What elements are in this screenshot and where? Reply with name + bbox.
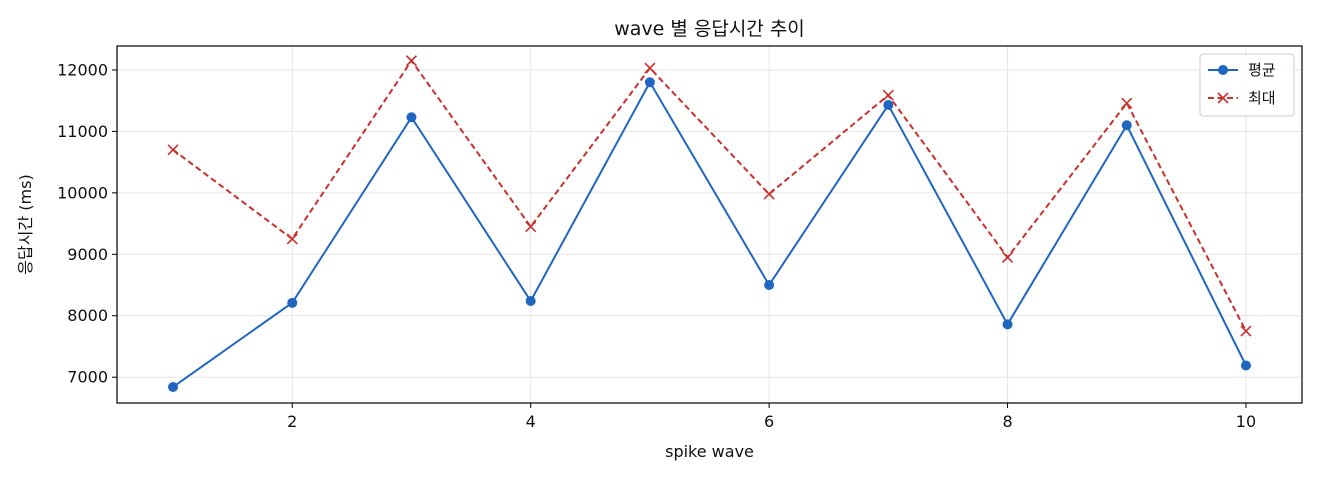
legend-label: 평균 (1248, 61, 1276, 79)
chart-title: wave 별 응답시간 추이 (614, 18, 805, 40)
y-tick-label: 10000 (57, 183, 108, 202)
data-point (1002, 319, 1013, 330)
data-point (644, 77, 655, 88)
data-point (406, 112, 417, 123)
y-tick-label: 11000 (57, 122, 108, 141)
y-tick-label: 12000 (57, 60, 108, 79)
y-tick-label: 7000 (67, 368, 108, 387)
legend-box (1199, 53, 1295, 117)
x-tick-label: 8 (1002, 412, 1012, 431)
data-point (405, 55, 418, 67)
series-2 (167, 55, 1252, 337)
data-point (287, 297, 298, 308)
data-point (525, 221, 537, 233)
axis-ticks: 2 4 6 8 10 7000 8000 9000 10000 11000 12000 (57, 60, 1256, 431)
x-tick-label: 10 (1236, 412, 1256, 431)
data-point (883, 99, 894, 110)
series-1 (168, 77, 1251, 393)
data-point (1001, 251, 1014, 263)
plot-frame (116, 45, 1303, 404)
series-line (172, 80, 1247, 388)
data-point (1240, 325, 1252, 337)
y-tick-label: 9000 (67, 245, 108, 264)
data-point (1121, 97, 1133, 109)
x-tick-label: 4 (526, 412, 536, 431)
x-axis-label: spike wave (665, 442, 754, 461)
data-point (286, 233, 298, 245)
data-point (644, 62, 656, 74)
data-point (167, 144, 179, 156)
legend-label: 최대 (1248, 89, 1276, 107)
data-point (168, 382, 179, 393)
data-point (763, 188, 775, 200)
legend-marker (1217, 92, 1229, 104)
data-point (1121, 120, 1132, 131)
y-axis-label: 응답시간 (ms) (16, 174, 35, 274)
legend-item: 평균 (1208, 61, 1276, 79)
data-point (882, 89, 894, 101)
data-point (764, 280, 775, 291)
series-layer (167, 55, 1252, 393)
data-point (525, 296, 536, 306)
data-point (1240, 360, 1251, 371)
x-tick-label: 6 (764, 412, 774, 431)
x-tick-label: 2 (287, 412, 297, 431)
legend-marker (1218, 65, 1228, 75)
legend-item: 최대 (1208, 89, 1276, 107)
y-tick-label: 8000 (67, 306, 108, 325)
